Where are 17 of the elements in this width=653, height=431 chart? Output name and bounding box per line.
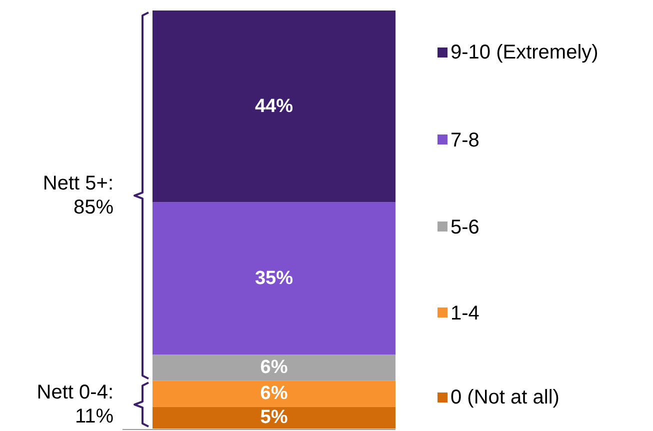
bar bbox=[152, 202, 396, 354]
text: Nett 0-4: 11% bbox=[36, 382, 114, 428]
bar bbox=[152, 10, 396, 202]
legend-label: 9-10 (Extremely) bbox=[450, 42, 598, 64]
bar bbox=[152, 406, 396, 428]
data-label: 6% bbox=[260, 357, 288, 378]
legend-label: 1-4 bbox=[450, 302, 480, 324]
text: Nett 5+: 85% bbox=[42, 172, 114, 219]
data-label: 44% bbox=[254, 96, 294, 117]
bar bbox=[152, 380, 396, 407]
bar bbox=[152, 354, 396, 381]
legend-label: 0 (Not at all) bbox=[450, 386, 560, 408]
data-label: 35% bbox=[254, 268, 294, 289]
data-label: 6% bbox=[260, 383, 288, 404]
legend-label: 7-8 bbox=[450, 130, 480, 152]
legend-label: 5-6 bbox=[450, 216, 480, 238]
data-label: 5% bbox=[260, 407, 288, 428]
